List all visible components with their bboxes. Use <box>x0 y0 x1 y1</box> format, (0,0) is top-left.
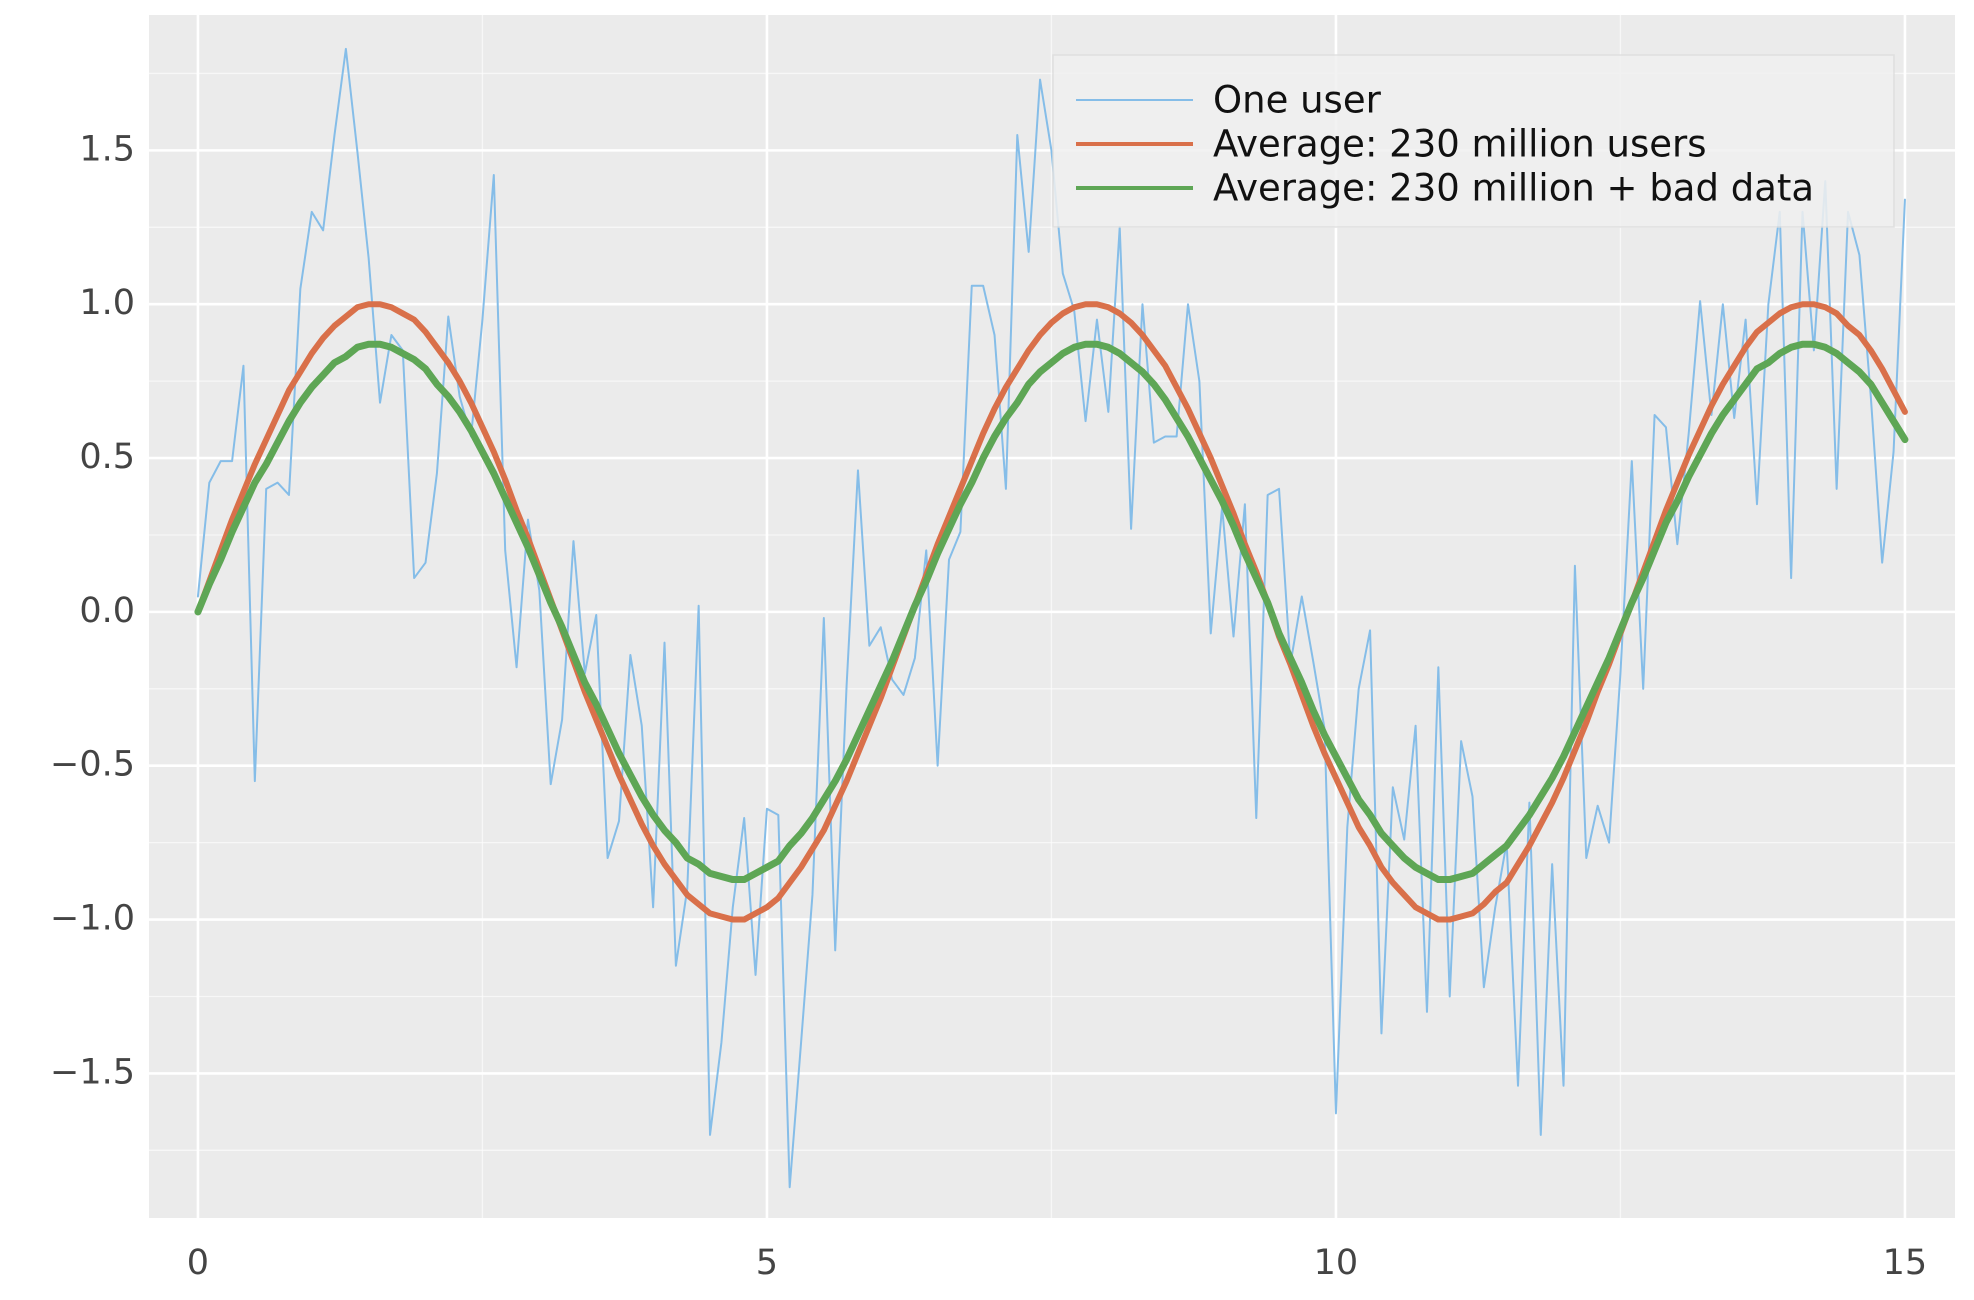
x-tick-label: 15 <box>1883 1243 1928 1283</box>
legend-label: One user <box>1213 79 1382 122</box>
y-tick-label: −0.5 <box>50 745 135 785</box>
x-tick-label: 10 <box>1314 1243 1359 1283</box>
y-tick-label: 0.5 <box>79 437 135 477</box>
x-tick-label: 0 <box>187 1243 209 1283</box>
y-tick-label: 0.0 <box>79 591 135 631</box>
y-tick-label: −1.0 <box>50 899 135 939</box>
series-line <box>196 47 1906 1189</box>
y-tick-label: 1.0 <box>79 283 135 323</box>
x-tick-label: 5 <box>756 1243 778 1283</box>
y-tick-label: −1.5 <box>50 1052 135 1092</box>
legend-label: Average: 230 million users <box>1213 123 1707 166</box>
legend-label: Average: 230 million + bad data <box>1213 167 1814 210</box>
y-tick-label: 1.5 <box>79 129 135 169</box>
series-line <box>194 340 1909 884</box>
legend-box <box>1052 54 1895 228</box>
